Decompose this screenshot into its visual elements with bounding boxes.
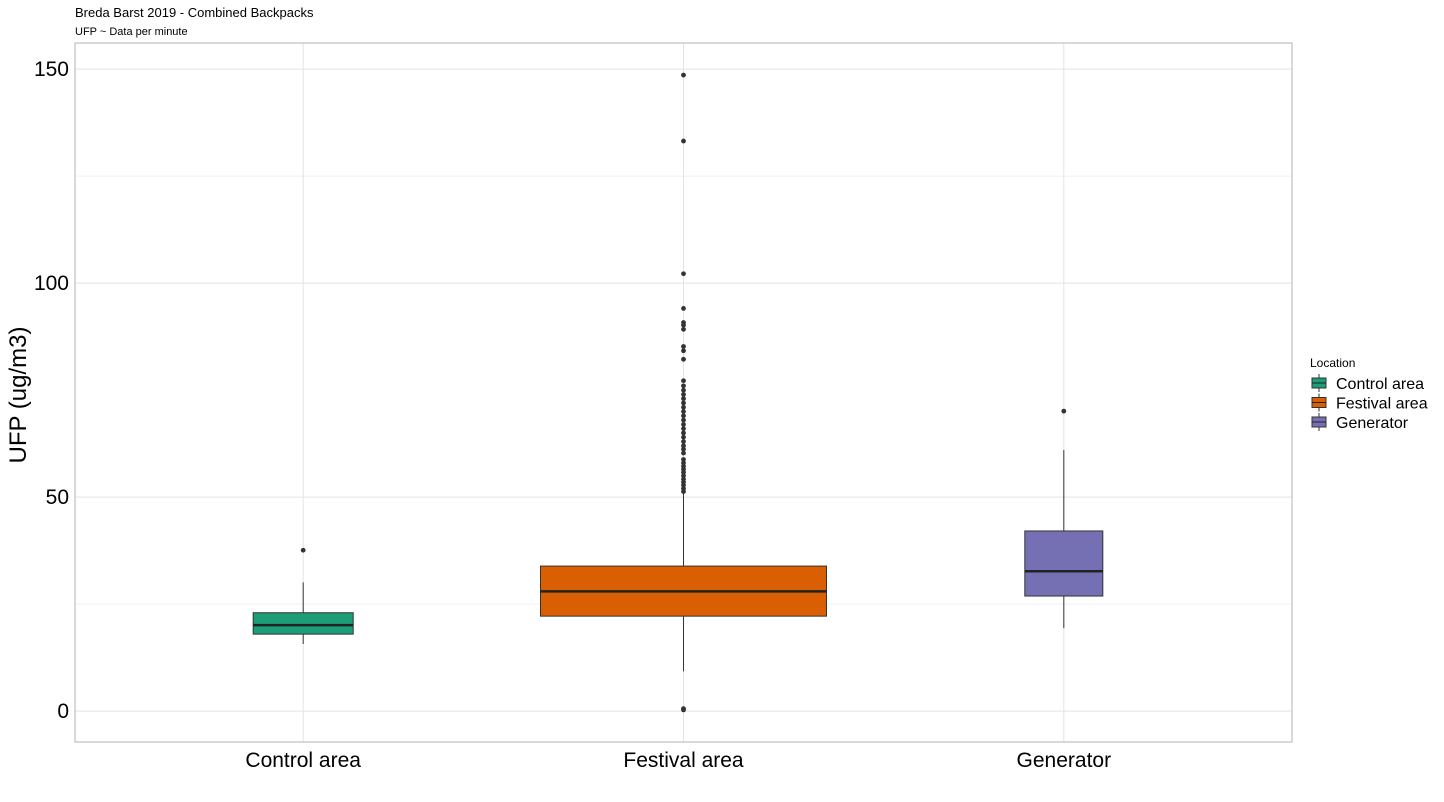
legend-label: Control area <box>1336 376 1424 393</box>
boxes <box>252 72 1104 713</box>
legend-item: Festival area <box>1311 393 1428 413</box>
outlier-point <box>681 348 686 354</box>
x-tick-label: Control area <box>245 749 361 772</box>
chart-title: Breda Barst 2019 - Combined Backpacks <box>75 5 314 20</box>
y-axis-label: UFP (ug/m3) <box>5 327 32 464</box>
outlier-point <box>300 547 306 553</box>
outlier-point <box>681 344 686 349</box>
outlier-point <box>681 387 686 393</box>
plot-panel-border <box>74 42 1293 743</box>
outlier-point <box>681 356 686 362</box>
outlier-point <box>681 486 686 491</box>
box-iqr <box>252 612 354 635</box>
x-axis-ticks: Control area Festival area Generator <box>245 749 1111 772</box>
outlier-point <box>681 430 686 436</box>
outlier-point <box>681 138 686 144</box>
outlier-point <box>681 706 686 712</box>
x-tick-label: Generator <box>1017 749 1112 772</box>
outlier-point <box>681 450 686 456</box>
legend-item: Generator <box>1311 413 1409 432</box>
outlier-point <box>681 476 686 482</box>
legend: Location Control area Festival area Genera… <box>1310 356 1428 432</box>
legend-item: Control area <box>1311 374 1424 393</box>
outlier-point <box>681 271 686 277</box>
outlier-point <box>681 439 686 444</box>
outlier-point <box>1061 408 1067 414</box>
y-tick-label: 100 <box>34 272 69 295</box>
legend-label: Generator <box>1336 415 1409 432</box>
x-tick-label: Festival area <box>623 749 744 772</box>
outlier-point <box>681 434 686 440</box>
outlier-point <box>681 417 686 423</box>
outlier-point <box>681 404 686 410</box>
y-axis-ticks: 0 50 100 150 <box>34 58 69 723</box>
outlier-point <box>681 463 686 469</box>
y-tick-label: 0 <box>57 700 69 723</box>
y-tick-label: 50 <box>46 486 69 509</box>
outlier-point <box>681 457 686 462</box>
outlier-point <box>681 400 686 406</box>
legend-label: Festival area <box>1336 396 1428 413</box>
outlier-point <box>681 326 686 332</box>
outlier-point <box>681 443 686 449</box>
outlier-point <box>681 392 686 397</box>
outlier-point <box>681 396 686 402</box>
chart-subtitle: UFP ~ Data per minute <box>75 26 188 38</box>
outlier-point <box>681 460 686 466</box>
outlier-point <box>681 426 686 432</box>
box-festival-area <box>540 72 827 713</box>
outlier-point <box>681 409 686 414</box>
outlier-point <box>681 473 686 479</box>
box-control-area <box>252 547 354 644</box>
outlier-point <box>681 446 686 452</box>
outlier-point <box>681 378 686 384</box>
outlier-point <box>681 421 686 427</box>
y-tick-label: 150 <box>34 58 69 81</box>
legend-title: Location <box>1310 356 1355 370</box>
outlier-point <box>681 305 686 311</box>
box-generator <box>1024 408 1104 629</box>
outlier-point <box>681 72 686 78</box>
outlier-point <box>681 320 686 325</box>
outlier-point <box>681 383 686 389</box>
outlier-point <box>681 413 686 419</box>
box-iqr <box>1024 530 1104 597</box>
